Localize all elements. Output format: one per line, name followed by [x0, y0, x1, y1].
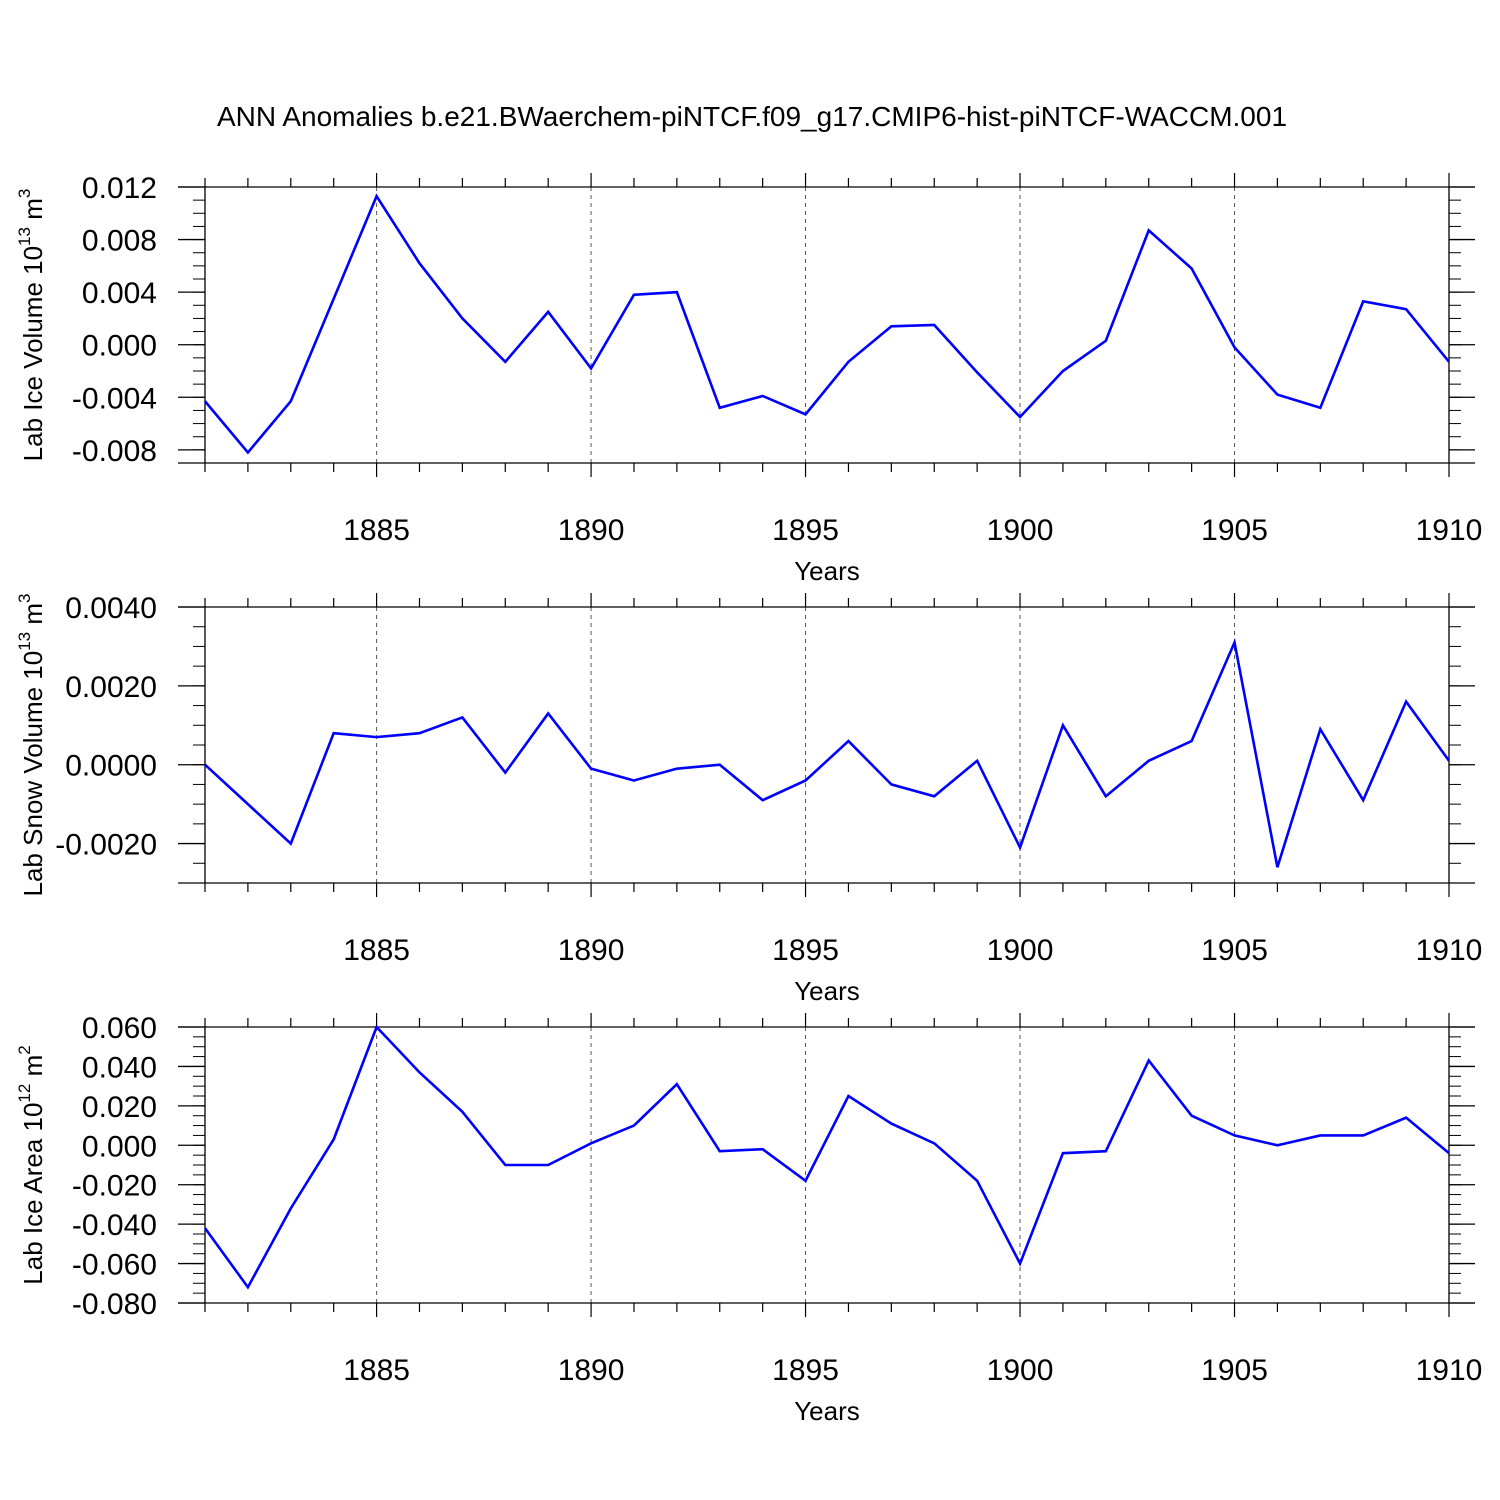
y-tick-label--0.004: -0.004: [72, 382, 157, 415]
y-tick-label--0.0020: -0.0020: [55, 829, 157, 862]
x-axis-title: Years: [794, 1396, 860, 1426]
y-tick-label-0.012: 0.012: [82, 172, 157, 205]
y-tick-label-0.000: 0.000: [82, 1130, 157, 1163]
y-tick-label--0.008: -0.008: [72, 435, 157, 468]
x-tick-label-1910: 1910: [1416, 934, 1483, 967]
y-axis-title-unit-exponent: 2: [15, 1045, 34, 1054]
y-tick-label-0.060: 0.060: [82, 1012, 157, 1045]
y-tick-label-0.004: 0.004: [82, 277, 157, 310]
y-tick-label-0.008: 0.008: [82, 225, 157, 258]
y-axis-title-exponent: 13: [15, 227, 34, 246]
y-axis-title-unit: m: [18, 1055, 48, 1084]
y-axis-title-exponent: 13: [15, 632, 34, 651]
y-tick-label-0.040: 0.040: [82, 1051, 157, 1084]
x-tick-label-1905: 1905: [1201, 1354, 1268, 1387]
y-axis-title-text: Lab Snow Volume 10: [18, 651, 48, 897]
figure-title: ANN Anomalies b.e21.BWaerchem-piNTCF.f09…: [217, 101, 1287, 132]
x-tick-label-1890: 1890: [558, 934, 625, 967]
y-tick-label-0.0000: 0.0000: [65, 750, 157, 783]
panels: 1885 1890 1895 1900 1905 1910 -0.008 -0.004 0.00…: [15, 172, 1482, 1426]
y-tick-label--0.060: -0.060: [72, 1249, 157, 1282]
x-tick-label-1905: 1905: [1201, 514, 1268, 547]
x-tick-label-1910: 1910: [1416, 514, 1483, 547]
chart-panel-1: 1885 1890 1895 1900 1905 1910 -0.008 -0.004 0.00…: [15, 172, 1482, 586]
series-line-2-0: [204, 638, 1451, 868]
x-tick-label-1900: 1900: [987, 934, 1054, 967]
y-axis-title: Lab Ice Area 1012 m2: [15, 1045, 48, 1284]
y-tick-label--0.080: -0.080: [72, 1288, 157, 1321]
y-axis-title-unit: m: [18, 198, 48, 227]
x-tick-label-1885: 1885: [343, 934, 410, 967]
y-axis-title-text: Lab Ice Volume 10: [18, 246, 48, 461]
x-tick-label-1890: 1890: [558, 514, 625, 547]
x-tick-label-1910: 1910: [1416, 1354, 1483, 1387]
series-line-1-0: [204, 193, 1451, 455]
y-tick-label--0.020: -0.020: [72, 1170, 157, 1203]
y-tick-label-0.020: 0.020: [82, 1091, 157, 1124]
x-axis-title: Years: [794, 556, 860, 586]
x-tick-label-1905: 1905: [1201, 934, 1268, 967]
y-axis-title-unit-exponent: 3: [15, 189, 34, 198]
x-axis-title: Years: [794, 976, 860, 1006]
x-tick-label-1890: 1890: [558, 1354, 625, 1387]
x-tick-label-1885: 1885: [343, 1354, 410, 1387]
x-tick-label-1895: 1895: [772, 514, 839, 547]
y-tick-label--0.040: -0.040: [72, 1209, 157, 1242]
y-tick-label-0.0020: 0.0020: [65, 671, 157, 704]
x-tick-label-1895: 1895: [772, 934, 839, 967]
y-axis-title: Lab Snow Volume 1013 m3: [15, 593, 48, 896]
x-tick-label-1885: 1885: [343, 514, 410, 547]
y-axis-title-exponent: 12: [15, 1084, 34, 1103]
x-tick-label-1895: 1895: [772, 1354, 839, 1387]
y-axis-title-unit-exponent: 3: [15, 593, 34, 602]
chart-panel-2: 1885 1890 1895 1900 1905 1910 -0.0020 0.0000 0.0…: [15, 592, 1482, 1006]
x-tick-label-1900: 1900: [987, 514, 1054, 547]
y-axis-title: Lab Ice Volume 1013 m3: [15, 189, 48, 462]
chart-panel-3: 1885 1890 1895 1900 1905 1910 -0.080 -0.060 -0.0…: [15, 1012, 1482, 1426]
y-axis-title-text: Lab Ice Area 10: [18, 1103, 48, 1285]
x-tick-label-1900: 1900: [987, 1354, 1054, 1387]
y-tick-label-0.0040: 0.0040: [65, 592, 157, 625]
y-tick-label-0.000: 0.000: [82, 330, 157, 363]
series-line-3-0: [203, 1024, 1450, 1290]
y-axis-title-unit: m: [18, 603, 48, 632]
